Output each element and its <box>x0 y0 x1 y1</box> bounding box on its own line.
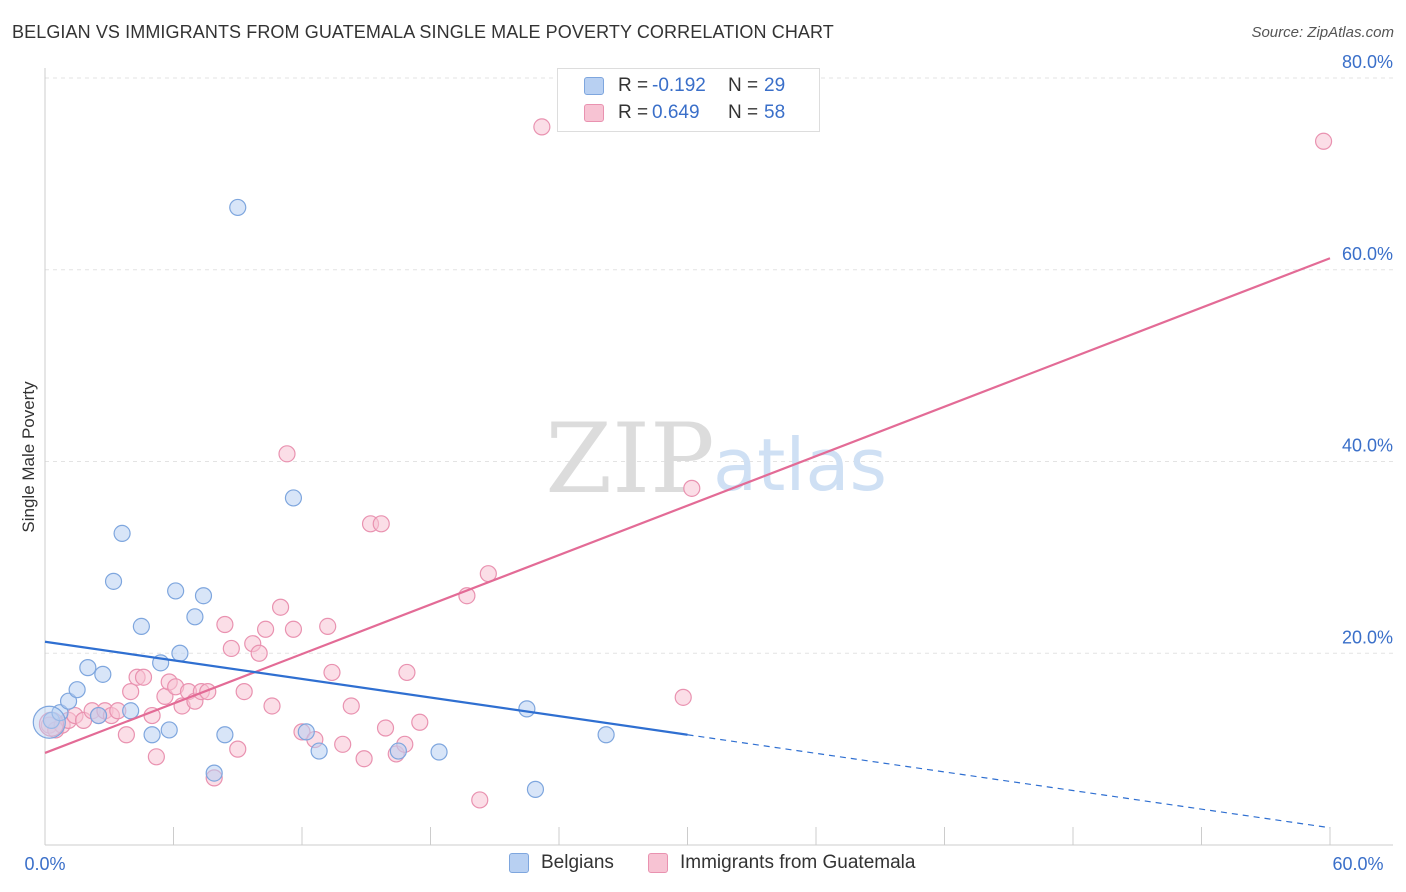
point-belgians <box>284 489 303 507</box>
point-belgians <box>94 665 112 683</box>
point-belgians <box>186 608 204 626</box>
point-guatemala <box>674 688 692 706</box>
point-guatemala <box>134 668 153 686</box>
point-belgians <box>167 582 185 600</box>
trend-lines <box>44 257 1331 829</box>
point-guatemala <box>284 620 303 638</box>
point-guatemala <box>147 748 165 766</box>
legend-swatch-guatemala <box>584 104 604 122</box>
axis-layer: 0.0% 60.0% <box>24 68 1393 874</box>
point-guatemala <box>355 750 373 768</box>
watermark: ZIP atlas <box>545 403 887 515</box>
point-guatemala <box>398 663 416 682</box>
point-belgians <box>68 681 86 699</box>
bottom-legend-label-belgians: Belgians <box>541 852 614 873</box>
legend-n-label: N = <box>728 102 759 123</box>
point-guatemala <box>278 445 296 463</box>
point-guatemala <box>376 719 395 737</box>
point-belgians <box>59 692 78 710</box>
bottom-legend-guatemala[interactable]: Immigrants from Guatemala <box>648 852 915 874</box>
legend-row-belgians: R = -0.192 N = 29 <box>584 73 785 99</box>
y-tick-label: 20.0% <box>1342 627 1393 647</box>
legend-row-guatemala: R = 0.649 N = 58 <box>584 100 785 126</box>
y-tick-label: 80.0% <box>1342 52 1393 72</box>
point-guatemala <box>533 118 551 136</box>
point-guatemala <box>235 682 253 701</box>
point-belgians <box>430 743 448 761</box>
legend-r-value: -0.192 <box>652 75 706 96</box>
point-belgians-cluster <box>32 705 66 739</box>
point-belgians <box>194 587 213 605</box>
point-belgians <box>389 742 407 760</box>
point-belgians <box>216 726 234 744</box>
legend-n-value: 29 <box>764 75 786 96</box>
point-belgians <box>79 659 97 677</box>
legend-r-value: 0.649 <box>652 102 700 123</box>
bottom-legend-swatch-belgians <box>509 853 529 873</box>
legend-swatch-belgians <box>584 77 604 95</box>
chart-title: BELGIAN VS IMMIGRANTS FROM GUATEMALA SIN… <box>12 22 834 42</box>
point-belgians <box>518 700 536 718</box>
y-tick-label: 60.0% <box>1342 244 1393 264</box>
point-guatemala <box>263 697 281 715</box>
point-guatemala <box>319 617 337 636</box>
trend-line-guatemala <box>44 257 1331 754</box>
point-belgians <box>143 726 161 744</box>
point-belgians <box>122 702 140 720</box>
point-guatemala <box>117 726 135 744</box>
point-belgians <box>297 723 315 741</box>
legend-r-label: R = <box>618 102 649 123</box>
point-guatemala <box>122 682 140 701</box>
point-guatemala <box>471 791 489 809</box>
point-guatemala <box>229 740 247 758</box>
point-belgians <box>132 617 150 636</box>
point-guatemala <box>372 515 390 533</box>
y-axis-label: Single Male Poverty <box>19 381 38 533</box>
grid-layer: 20.0% 40.0% 60.0% 80.0% <box>45 52 1393 654</box>
point-guatemala <box>334 735 352 753</box>
series-belgians-points <box>32 198 615 798</box>
point-guatemala <box>271 598 290 616</box>
point-belgians <box>89 706 108 725</box>
watermark-atlas: atlas <box>713 423 887 507</box>
watermark-zip: ZIP <box>545 403 714 515</box>
point-guatemala <box>683 479 701 497</box>
point-guatemala <box>216 615 234 634</box>
y-tick-label: 40.0% <box>1342 436 1393 456</box>
point-guatemala <box>256 620 275 638</box>
point-belgians <box>160 721 178 739</box>
legend-n-label: N = <box>728 75 759 96</box>
point-belgians <box>205 764 223 782</box>
point-belgians <box>526 780 545 798</box>
point-guatemala <box>411 713 429 731</box>
bottom-legend-label-guatemala: Immigrants from Guatemala <box>680 852 916 873</box>
point-guatemala <box>323 663 341 682</box>
point-guatemala <box>222 639 240 658</box>
x-tick-label-min: 0.0% <box>24 854 65 874</box>
bottom-legend-swatch-guatemala <box>648 853 668 873</box>
trend-line-belgians-extension <box>687 734 1331 829</box>
source-label: Source: ZipAtlas.com <box>1251 24 1394 41</box>
x-tick-label-max: 60.0% <box>1332 854 1383 874</box>
correlation-legend: R = -0.192 N = 29 R = 0.649 N = 58 <box>557 68 820 132</box>
point-belgians <box>310 742 328 760</box>
legend-n-value: 58 <box>764 102 786 123</box>
point-belgians <box>104 572 123 590</box>
point-belgians <box>229 198 247 217</box>
point-belgians <box>171 644 189 662</box>
point-belgians <box>113 524 131 543</box>
trend-line-belgians <box>44 640 688 736</box>
point-belgians <box>597 726 615 744</box>
legend-r-label: R = <box>618 75 649 96</box>
point-guatemala <box>342 697 360 715</box>
point-guatemala <box>1314 132 1333 150</box>
bottom-legend-belgians[interactable]: Belgians <box>509 852 614 874</box>
point-guatemala <box>250 644 268 662</box>
